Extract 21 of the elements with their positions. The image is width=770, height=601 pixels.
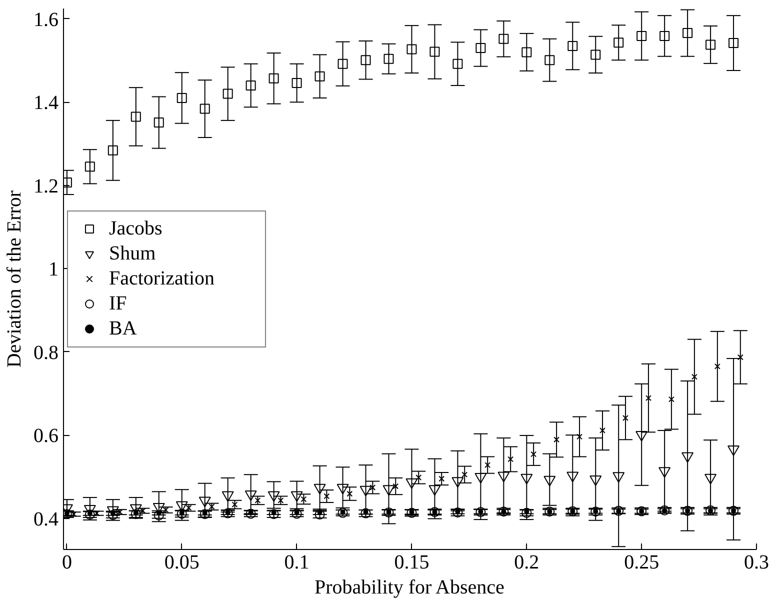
x-tick-label: 0.15 — [394, 552, 430, 574]
legend-label: Factorization — [109, 267, 216, 290]
x-tick-label: 0.25 — [624, 552, 660, 574]
y-tick-label: 0.4 — [34, 508, 58, 530]
x-axis-title: Probability for Absence — [314, 576, 505, 598]
legend-label: BA — [109, 317, 138, 340]
x-tick-label: 0.05 — [164, 552, 200, 574]
legend-label: Jacobs — [109, 217, 164, 240]
y-tick-label: 1.2 — [34, 175, 58, 198]
y-tick-label: 1.4 — [34, 92, 58, 114]
x-tick-label: 0.2 — [514, 552, 540, 574]
y-tick-label: 0.6 — [34, 425, 58, 448]
legend-label: Shum — [109, 242, 157, 265]
y-tick-label: 0.8 — [34, 342, 58, 364]
x-tick-label: 0 — [62, 552, 72, 574]
y-axis-title: Deviation of the Error — [4, 190, 26, 368]
x-tick-label: 0.3 — [744, 552, 769, 574]
x-tick-label: 0.1 — [284, 552, 310, 574]
legend-label: IF — [109, 292, 128, 315]
y-tick-label: 1 — [48, 258, 58, 281]
y-tick-label: 1.6 — [34, 8, 58, 31]
